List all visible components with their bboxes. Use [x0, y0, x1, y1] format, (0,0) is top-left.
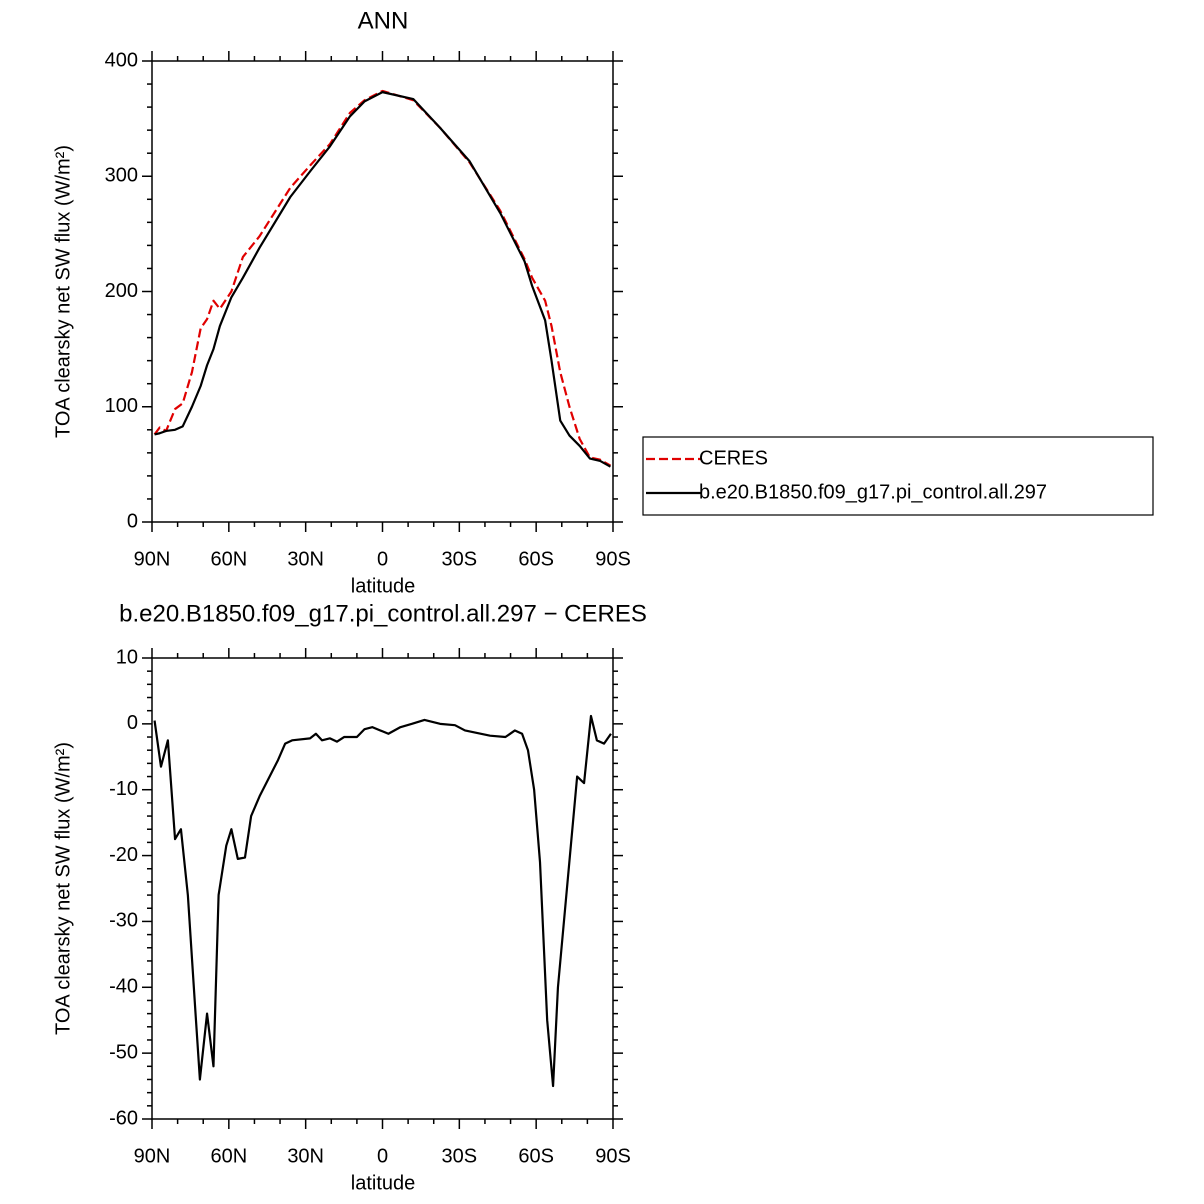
- x-tick-label: 30S: [442, 1145, 478, 1167]
- x-tick-label: 90S: [595, 1145, 631, 1167]
- chart-title: ANN: [358, 7, 409, 34]
- legend-label: CERES: [699, 447, 768, 469]
- x-tick-label: 60N: [210, 1145, 247, 1167]
- y-tick-label: 100: [105, 395, 138, 417]
- legend-label: b.e20.B1850.f09_g17.pi_control.all.297: [699, 481, 1047, 503]
- y-tick-label: -50: [109, 1041, 138, 1063]
- y-tick-label: -20: [109, 844, 138, 866]
- chart-title: b.e20.B1850.f09_g17.pi_control.all.297 −…: [119, 600, 647, 627]
- y-axis-label: TOA clearsky net SW flux (W/m²): [52, 742, 74, 1035]
- y-tick-label: 200: [105, 280, 138, 302]
- y-tick-label: 300: [105, 165, 138, 187]
- legend-box: [642, 436, 1154, 516]
- x-tick-label: 90N: [134, 548, 171, 570]
- plot-frame: [151, 657, 614, 1120]
- data-line: [154, 91, 611, 468]
- x-tick-label: 0: [377, 548, 388, 570]
- x-tick-label: 60N: [210, 548, 247, 570]
- y-tick-label: -60: [109, 1107, 138, 1129]
- y-tick-label: 0: [127, 510, 138, 532]
- data-line: [153, 714, 612, 1088]
- y-tick-label: 0: [127, 712, 138, 734]
- y-axis-label: TOA clearsky net SW flux (W/m²): [52, 145, 74, 438]
- x-axis-label: latitude: [351, 1172, 416, 1194]
- x-tick-label: 30S: [442, 548, 478, 570]
- data-line: [153, 89, 611, 467]
- x-tick-label: 60S: [518, 548, 554, 570]
- x-tick-label: 90N: [134, 1145, 171, 1167]
- y-tick-label: -10: [109, 778, 138, 800]
- y-tick-label: -30: [109, 910, 138, 932]
- y-tick-label: 400: [105, 49, 138, 71]
- x-tick-label: 30N: [287, 1145, 324, 1167]
- y-tick-label: 10: [116, 646, 138, 668]
- x-tick-label: 90S: [595, 548, 631, 570]
- x-tick-label: 0: [377, 1145, 388, 1167]
- plot-frame: [151, 60, 614, 523]
- y-tick-label: -40: [109, 976, 138, 998]
- x-tick-label: 60S: [518, 1145, 554, 1167]
- x-axis-label: latitude: [351, 575, 416, 597]
- x-tick-label: 30N: [287, 548, 324, 570]
